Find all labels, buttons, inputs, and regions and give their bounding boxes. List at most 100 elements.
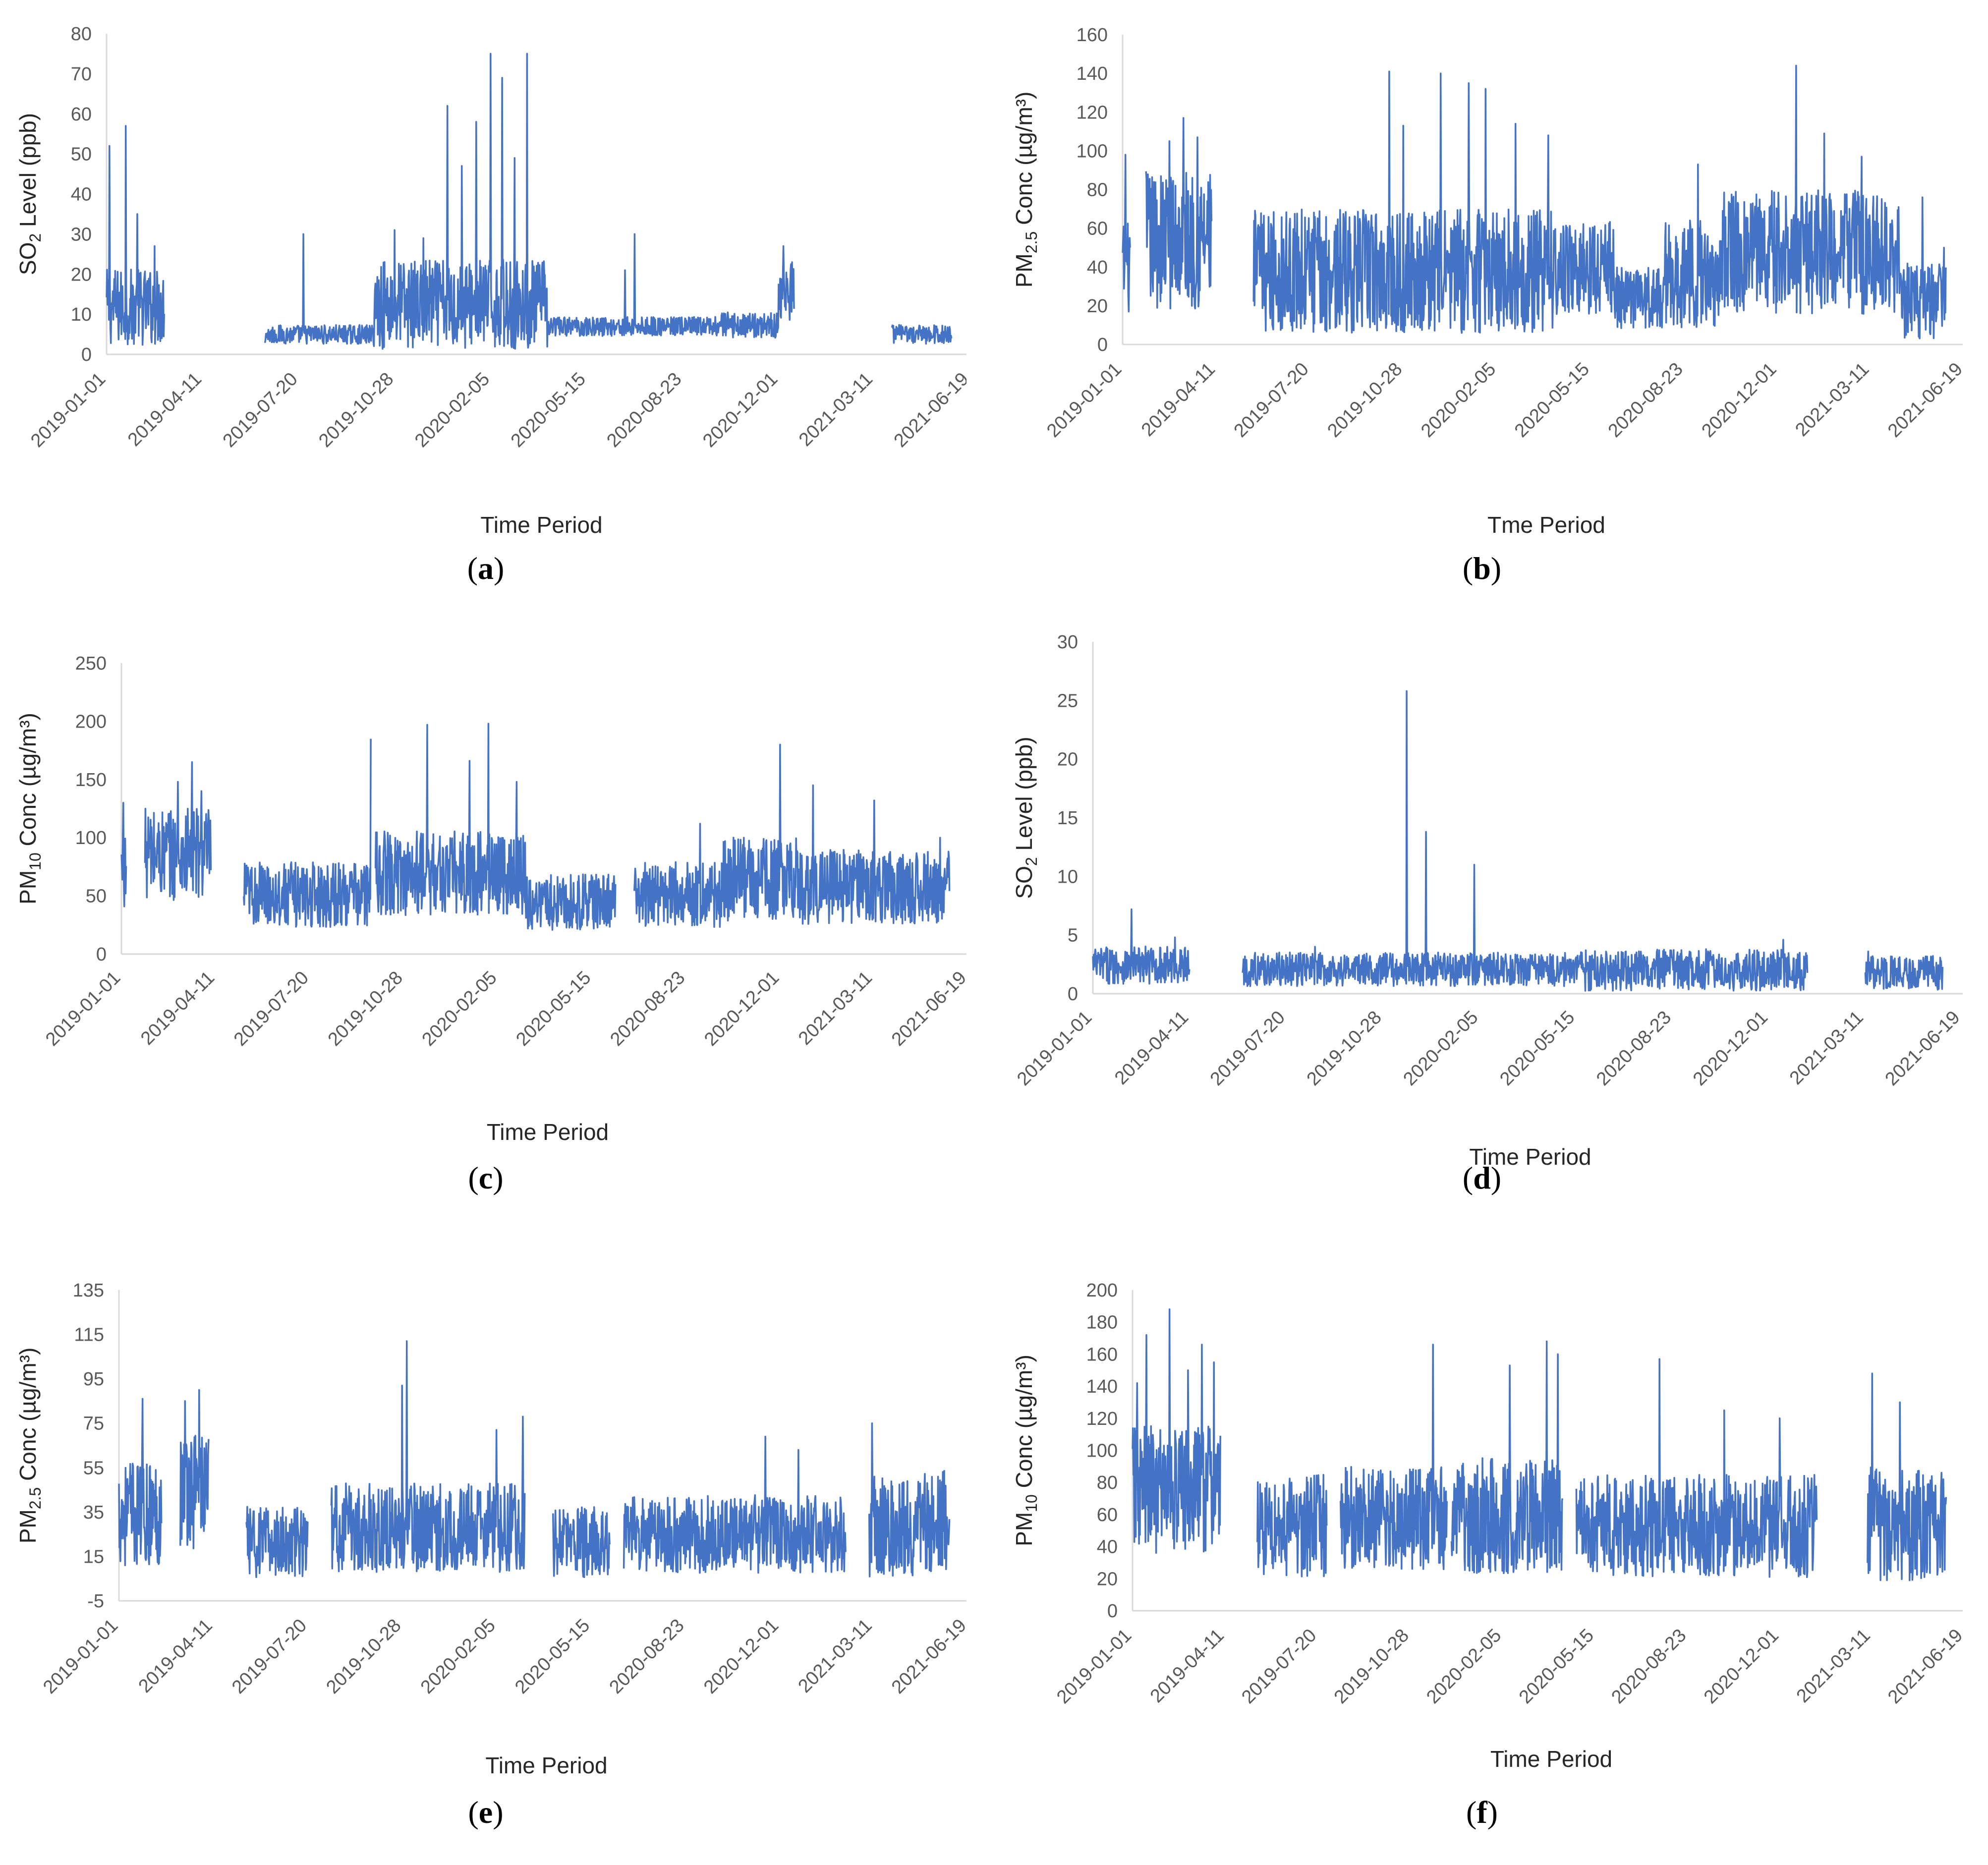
y-tick-label: 15 <box>83 1546 104 1567</box>
x-tick-label: 2021-06-19 <box>1884 1625 1963 1708</box>
y-tick-label: 30 <box>1057 632 1078 653</box>
y-tick-label: 80 <box>1087 180 1108 201</box>
x-tick-label: 2019-10-28 <box>324 967 407 1050</box>
x-tick-label: 2020-05-15 <box>507 369 590 452</box>
y-tick-label: 10 <box>1057 866 1078 887</box>
y-tick-label: 20 <box>1087 296 1108 317</box>
series-line-segment <box>106 125 165 346</box>
panel-b: 0 20 40 60 80 100 120 140 160 2019-01-01 2019-04-1… <box>1001 5 1963 590</box>
series-line-segment <box>891 324 953 345</box>
x-tick-label: 2019-01-01 <box>1053 1625 1136 1708</box>
series-line-segment <box>330 1340 526 1573</box>
x-tick-label: 2020-08-23 <box>1592 1007 1675 1090</box>
series-line-segment <box>1720 64 1900 315</box>
series-line-segment <box>374 723 527 919</box>
series-line-segment <box>1450 1340 1564 1575</box>
y-tick-label: 135 <box>73 1280 104 1301</box>
y-axis-title: SO2 Level (ppb) <box>1011 736 1040 899</box>
panel-a: 0 10 20 30 40 50 60 70 80 2019-01-01 2019-04-11 201… <box>5 5 966 590</box>
panel-label-e: (e) <box>468 1795 504 1830</box>
x-tick-label: 2019-01-01 <box>27 369 110 452</box>
x-tick-label: 2019-01-01 <box>39 1615 122 1698</box>
x-tick-label: 2019-01-01 <box>1043 359 1126 442</box>
series-line-segment <box>245 1506 309 1579</box>
x-tick-label: 2020-12-01 <box>1689 1007 1772 1090</box>
y-tick-label: 25 <box>1057 690 1078 711</box>
y-tick-label: 140 <box>1077 63 1108 84</box>
x-tick-label: 2019-04-11 <box>1137 359 1219 441</box>
panel-label-f: (f) <box>1466 1795 1498 1830</box>
y-tick-label: 160 <box>1086 1344 1118 1365</box>
x-tick-label: 2019-07-20 <box>1238 1625 1320 1708</box>
y-tick-label: 0 <box>1068 984 1078 1005</box>
x-axis-title: Time Period <box>487 1119 609 1145</box>
series-line-segment <box>118 1398 163 1567</box>
series-line-segment <box>525 873 617 931</box>
x-tick-label: 2019-07-20 <box>219 369 302 452</box>
y-tick-label: 80 <box>1097 1472 1118 1493</box>
x-tick-label: 2019-07-20 <box>1206 1007 1289 1090</box>
y-tick-label: 10 <box>71 304 92 325</box>
x-tick-label: 2020-12-01 <box>700 1615 783 1698</box>
x-tick-label: 2020-02-05 <box>1417 359 1500 442</box>
panel-c: 0 50 100 150 200 250 2019-01-01 2019-04-11 2019-… <box>5 615 966 1199</box>
x-tick-label: 2020-08-23 <box>1604 359 1687 442</box>
y-tick-label: 120 <box>1086 1409 1118 1429</box>
chart-b: 0 20 40 60 80 100 120 140 160 2019-01-01 2019-04-1… <box>1011 25 1963 538</box>
series-line-segment <box>633 823 725 928</box>
series-line-segment <box>1092 908 1191 985</box>
y-tick-label: 120 <box>1077 102 1108 123</box>
x-tick-label: 2020-02-05 <box>418 967 501 1050</box>
series-line-segment <box>552 1506 611 1579</box>
series-line-segment <box>547 233 722 337</box>
y-tick-label: 20 <box>1057 749 1078 770</box>
y-tick-label: 60 <box>1087 219 1108 239</box>
x-axis-title: Time Period <box>1490 1746 1612 1772</box>
x-axis-title: Time Period <box>485 1752 607 1778</box>
x-tick-label: 2021-06-19 <box>1881 1007 1963 1090</box>
y-axis-title: PM10 Conc (µg/m³) <box>1011 1355 1040 1546</box>
y-tick-label: 40 <box>1087 257 1108 278</box>
y-tick-label: 0 <box>81 344 92 365</box>
x-tick-label: 2020-05-15 <box>512 967 595 1050</box>
series-line-segment <box>1145 117 1213 310</box>
y-tick-label: 30 <box>71 224 92 245</box>
x-tick-label: 2020-05-15 <box>511 1615 594 1698</box>
y-tick-label: 40 <box>71 184 92 205</box>
y-tick-label: 35 <box>83 1502 104 1523</box>
x-tick-label: 2021-03-11 <box>1793 1625 1874 1707</box>
x-tick-label: 2020-12-01 <box>700 967 783 1050</box>
y-tick-label: 115 <box>74 1325 104 1346</box>
series-line-segment <box>372 53 549 350</box>
x-tick-label: 2019-04-11 <box>137 967 219 1049</box>
x-tick-label: 2019-07-20 <box>1230 359 1313 442</box>
series-line-segment <box>1242 690 1577 987</box>
series-line-segment <box>243 738 372 928</box>
y-tick-label: 100 <box>1077 141 1108 162</box>
y-tick-label: 160 <box>1077 25 1108 46</box>
x-tick-label: 2020-12-01 <box>699 369 782 452</box>
y-tick-label: 5 <box>1068 925 1078 946</box>
y-tick-label: 80 <box>71 24 92 45</box>
x-tick-label: 2020-08-23 <box>606 1615 688 1698</box>
y-axis-title: PM2.5 Conc (µg/m³) <box>15 1348 44 1544</box>
series-line-segment <box>120 802 127 907</box>
x-tick-label: 2021-06-19 <box>888 967 966 1050</box>
x-tick-label: 2020-12-01 <box>1698 359 1780 442</box>
x-tick-label: 2019-10-28 <box>1303 1007 1386 1090</box>
y-tick-label: 250 <box>75 653 107 674</box>
series-line-segment <box>1552 221 1615 315</box>
series-line-segment <box>144 761 212 901</box>
y-tick-label: 15 <box>1057 808 1078 829</box>
y-tick-label: 180 <box>1086 1312 1118 1333</box>
y-tick-label: 0 <box>96 944 107 965</box>
series-line-segment <box>1664 163 1722 329</box>
series-line-segment <box>798 784 951 925</box>
panel-label-b: (b) <box>1462 551 1502 586</box>
x-tick-label: 2020-02-05 <box>411 369 494 452</box>
series-line-segment <box>778 245 795 321</box>
x-tick-label: 2020-02-05 <box>417 1615 500 1698</box>
